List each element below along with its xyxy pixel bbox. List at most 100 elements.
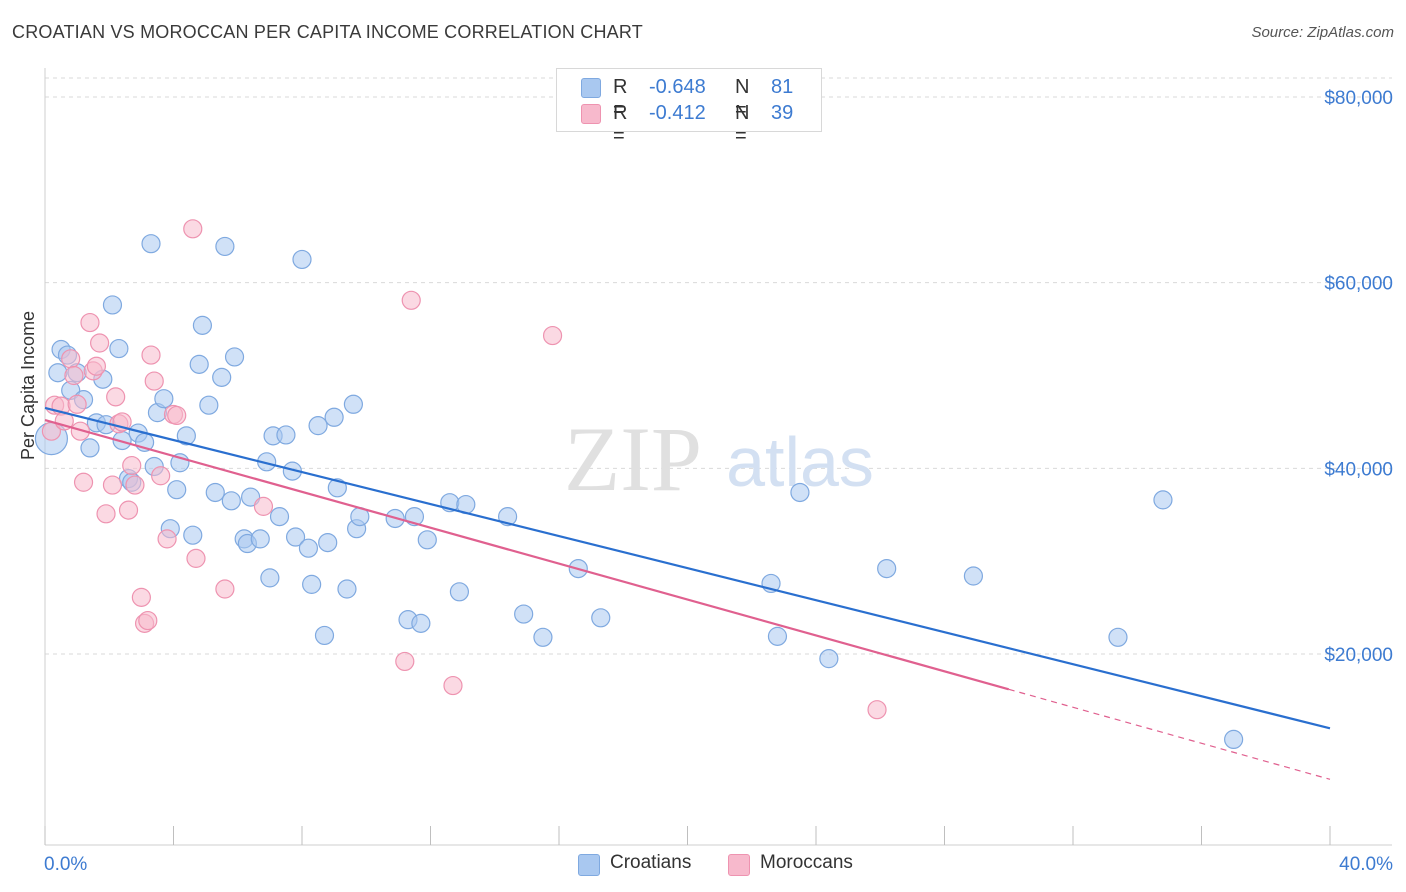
y-tick-label: $80,000 (1324, 88, 1393, 109)
croatians-legend-swatch (578, 854, 600, 876)
moroccan-point (125, 475, 145, 495)
axes (44, 68, 1392, 846)
croatian-point (1224, 729, 1244, 750)
moroccan-point (61, 349, 81, 369)
legend-label-croatians: Croatians (610, 852, 692, 873)
r-label: R = (613, 76, 628, 121)
croatian-point (241, 487, 261, 507)
croatian-point (224, 347, 245, 367)
moroccan-point (138, 610, 158, 631)
moroccans-trend-extension (1008, 688, 1331, 780)
croatian-point (302, 574, 322, 594)
croatian-point (1153, 490, 1173, 510)
n-value: 39 (771, 102, 794, 124)
moroccan-point (70, 421, 90, 441)
croatian-point (221, 491, 241, 511)
croatian-point (80, 438, 100, 458)
moroccan-point (253, 496, 274, 516)
croatian-point (212, 367, 232, 387)
moroccan-point (80, 312, 100, 333)
croatian-point (449, 582, 470, 602)
y-tick-label: $60,000 (1324, 274, 1393, 295)
moroccan-point (186, 548, 206, 568)
croatian-point (276, 425, 296, 445)
croatian-point (591, 608, 611, 628)
croatian-point (767, 626, 788, 646)
moroccan-point (64, 365, 84, 386)
moroccan-point (96, 504, 116, 524)
chart-title: CROATIAN VS MOROCCAN PER CAPITA INCOME C… (12, 22, 643, 42)
croatian-point (411, 613, 431, 633)
n-label: N = (735, 102, 750, 147)
tick-labels: $20,000 $40,000 $60,000 $80,000 0.0% 40.0% (44, 88, 1393, 875)
r-label: R = (613, 102, 628, 147)
y-tick-label: $40,000 (1324, 459, 1393, 480)
croatian-point (790, 482, 810, 503)
moroccan-point (183, 219, 203, 239)
croatian-point (1108, 627, 1128, 647)
series-moroccans (41, 219, 887, 720)
croatian-point (318, 532, 338, 553)
moroccan-point (141, 345, 161, 365)
moroccan-point (167, 405, 187, 426)
r-value: -0.412 (649, 102, 706, 124)
n-value: 81 (771, 76, 794, 98)
croatian-point (176, 426, 196, 446)
moroccan-point (395, 651, 415, 672)
croatian-point (167, 480, 187, 500)
croatian-point (285, 527, 306, 547)
croatian-point (327, 478, 347, 498)
moroccan-point (151, 466, 171, 486)
moroccan-point (542, 325, 563, 346)
source-label: Source: ZipAtlas.com (1251, 24, 1394, 41)
croatian-point (269, 507, 290, 527)
r-value: -0.648 (649, 76, 706, 98)
moroccan-point (90, 333, 110, 353)
x-tick-label: 40.0% (1339, 854, 1393, 875)
croatian-point (102, 295, 123, 315)
croatian-point (819, 649, 839, 669)
croatian-point (215, 236, 235, 257)
croatian-point (877, 558, 897, 579)
croatian-point (533, 627, 553, 647)
croatian-point (298, 538, 319, 558)
moroccan-point (102, 475, 123, 495)
moroccans-legend-swatch (728, 854, 750, 876)
croatian-point (514, 604, 534, 624)
moroccan-point (106, 387, 126, 407)
croatian-point (250, 529, 270, 549)
croatian-point (199, 395, 219, 415)
croatian-point (192, 315, 213, 335)
moroccan-point (867, 700, 887, 720)
croatian-point (48, 363, 68, 383)
croatian-point (183, 525, 203, 545)
moroccan-point (131, 587, 151, 607)
legend-label-moroccans: Moroccans (760, 852, 853, 873)
x-tick-label: 0.0% (44, 854, 87, 875)
croatian-point (417, 530, 437, 550)
croatian-point (963, 566, 984, 586)
croatians-trend-line (44, 406, 1331, 730)
croatian-point (314, 625, 335, 646)
moroccans-trend-line (44, 419, 1010, 691)
croatian-point (205, 482, 225, 503)
trend-lines (44, 406, 1331, 780)
n-label: N = (735, 76, 750, 121)
croatian-point (141, 234, 161, 254)
grid-lines (45, 77, 1392, 655)
y-tick-label: $20,000 (1324, 645, 1393, 666)
croatian-point (260, 568, 280, 588)
moroccan-point (118, 500, 139, 520)
moroccan-point (73, 472, 94, 492)
moroccan-point (67, 394, 87, 414)
croatians-swatch (581, 78, 601, 98)
moroccan-point (157, 529, 177, 549)
moroccan-point (144, 371, 164, 391)
moroccan-point (443, 675, 463, 696)
moroccan-point (215, 579, 235, 599)
moroccan-point (86, 356, 107, 376)
croatian-point (189, 354, 209, 374)
croatian-point (337, 579, 357, 599)
y-axis-label: Per Capita Income (18, 310, 38, 460)
